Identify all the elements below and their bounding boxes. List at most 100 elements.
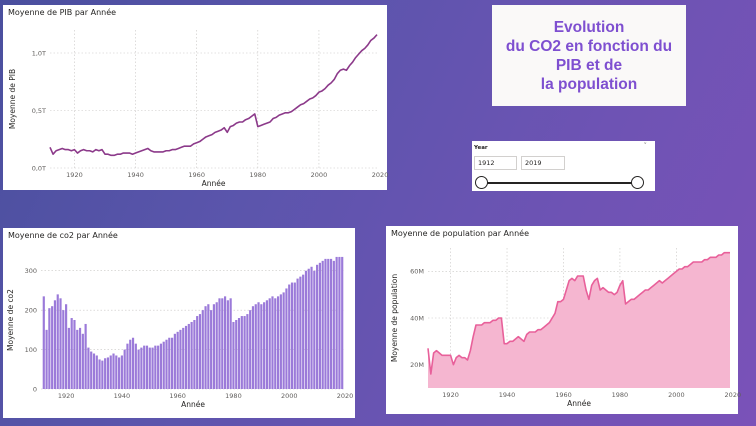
- chart-title: Moyenne de PIB par Année: [8, 8, 117, 17]
- bar: [282, 292, 285, 389]
- x-tick-label: 1980: [612, 391, 629, 399]
- bar: [179, 329, 182, 389]
- bar: [176, 331, 179, 389]
- bar: [151, 347, 154, 389]
- population-area-chart-card[interactable]: Moyenne de population par Année 20M 40M 60…: [386, 226, 741, 414]
- y-tick-label: 100: [25, 346, 37, 354]
- bar: [196, 316, 199, 389]
- pib-line-chart-card[interactable]: Moyenne de PIB par Année 0,0T 0,5T 1,0T 192…: [3, 5, 389, 190]
- bar: [235, 320, 238, 389]
- bar: [154, 345, 157, 389]
- x-axis-title: Année: [202, 179, 226, 188]
- y-tick-label: 200: [25, 306, 37, 314]
- bar: [237, 318, 241, 389]
- slicer-track[interactable]: [482, 182, 638, 184]
- x-tick-label: 1960: [169, 392, 186, 400]
- bar: [56, 294, 59, 389]
- bar: [288, 284, 291, 389]
- bar: [157, 345, 160, 389]
- y-axis-title: Moyenne de population: [390, 274, 399, 363]
- x-tick-label: 1960: [188, 171, 205, 179]
- bar: [109, 355, 112, 389]
- bar: [271, 296, 274, 389]
- bar: [84, 323, 87, 389]
- bar: [257, 302, 260, 389]
- bar: [279, 294, 282, 389]
- bar: [198, 314, 202, 389]
- bar: [324, 258, 327, 389]
- bar: [173, 333, 176, 389]
- report-title-box: Evolution du CO2 en fonction du PIB et d…: [492, 5, 686, 106]
- bar: [92, 353, 96, 389]
- bar: [137, 349, 140, 389]
- bar: [299, 276, 302, 389]
- co2-bar-chart-card[interactable]: Moyenne de co2 par Année 0 100 200 300 1920 1…: [3, 228, 355, 418]
- bar: [73, 320, 76, 389]
- slicer-end-handle[interactable]: [631, 176, 644, 189]
- bar: [307, 268, 310, 389]
- bar: [223, 296, 227, 389]
- slicer-start-input[interactable]: 1912: [474, 156, 517, 170]
- y-tick-label: 20M: [410, 361, 424, 369]
- bar: [70, 318, 73, 389]
- area-fill: [428, 252, 730, 388]
- bar: [148, 347, 151, 389]
- x-tick-label: 1980: [250, 171, 267, 179]
- bar: [143, 345, 146, 389]
- slicer-end-input[interactable]: 2019: [521, 156, 565, 170]
- bar: [106, 357, 110, 389]
- chevron-down-icon[interactable]: ˅: [643, 142, 648, 150]
- bar: [159, 343, 163, 389]
- bar: [329, 258, 333, 389]
- bar: [98, 359, 101, 389]
- x-tick-label: 2000: [668, 391, 685, 399]
- bar: [123, 349, 126, 389]
- bar: [240, 316, 243, 389]
- bar: [204, 306, 207, 389]
- y-axis-title: Moyenne de co2: [6, 289, 15, 351]
- y-tick-label: 0: [33, 385, 37, 393]
- bar: [338, 256, 341, 389]
- chart-title: Moyenne de co2 par Année: [8, 231, 118, 240]
- bar: [265, 300, 268, 389]
- year-slicer[interactable]: Year ˅ 1912 2019: [472, 141, 655, 191]
- bar: [313, 270, 316, 389]
- bar: [120, 355, 123, 389]
- bar: [118, 357, 121, 389]
- bar: [90, 351, 93, 389]
- bar: [78, 327, 82, 389]
- bar: [302, 274, 305, 389]
- bar: [251, 306, 255, 389]
- bar: [104, 358, 107, 389]
- x-tick-label: 2020: [372, 171, 389, 179]
- bar: [215, 302, 218, 389]
- bar: [53, 300, 57, 389]
- bar: [335, 256, 338, 389]
- report-title: Evolution du CO2 en fonction du PIB et d…: [505, 18, 673, 93]
- bar: [67, 327, 70, 389]
- bar: [268, 298, 271, 389]
- series-line: [49, 34, 378, 157]
- bar: [316, 264, 319, 389]
- x-tick-label: 1920: [66, 171, 83, 179]
- x-tick-label: 2020: [337, 392, 354, 400]
- y-tick-label: 0,5T: [32, 107, 46, 115]
- x-tick-label: 1920: [442, 391, 459, 399]
- bar: [310, 266, 313, 389]
- bar: [170, 337, 174, 389]
- slicer-label: Year: [474, 145, 488, 151]
- pib-line-chart: 0,0T 0,5T 1,0T 1920 1940 1960 1980 2000 2020 Anné…: [8, 30, 389, 188]
- bar: [207, 304, 210, 389]
- bar: [332, 260, 335, 389]
- y-tick-label: 300: [25, 267, 37, 275]
- co2-bar-chart: 0 100 200 300 1920 1940 1960 1980 2000 2020 Année M…: [6, 256, 354, 409]
- bar: [321, 260, 324, 389]
- x-tick-label: 1920: [58, 392, 75, 400]
- bar: [246, 314, 249, 389]
- bar: [341, 256, 344, 389]
- bar: [42, 296, 45, 389]
- bar: [112, 353, 115, 389]
- bar: [263, 302, 266, 389]
- bar: [76, 329, 79, 389]
- slicer-start-handle[interactable]: [475, 176, 488, 189]
